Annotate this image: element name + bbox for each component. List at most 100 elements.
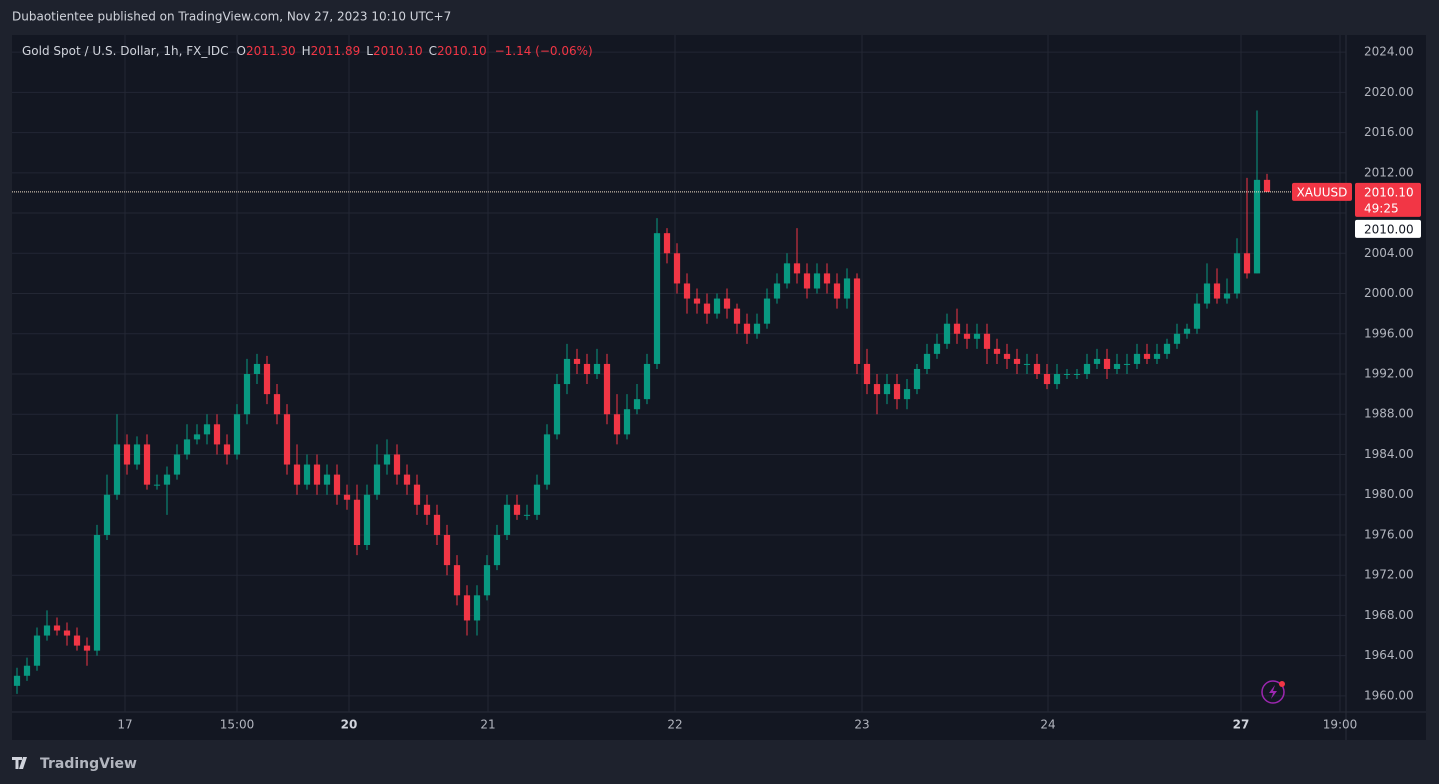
candle-body: [723, 298, 731, 309]
candle-body: [1033, 363, 1041, 375]
candle-body: [303, 464, 311, 485]
candle-body: [383, 454, 391, 465]
candle-body: [1013, 358, 1021, 364]
candle-body: [733, 308, 741, 324]
chart-panel: [12, 35, 1426, 740]
candle-body: [133, 444, 141, 465]
candle-body: [1073, 374, 1081, 376]
y-tick-label: 2000.00: [1364, 286, 1414, 300]
candle-body: [683, 283, 691, 299]
y-tick-label: 2016.00: [1364, 125, 1414, 139]
alert-icon[interactable]: [1261, 680, 1285, 704]
legend-l: L: [366, 44, 373, 58]
x-tick-label: 19:00: [1323, 718, 1358, 732]
x-tick-label: 24: [1040, 718, 1055, 732]
candle-body: [1133, 353, 1141, 364]
candle-body: [373, 464, 381, 495]
x-tick-label: 17: [117, 718, 132, 732]
candle-body: [923, 353, 931, 369]
candle-body: [623, 409, 631, 435]
legend-c: C: [429, 44, 437, 58]
candle-body: [93, 534, 101, 651]
candle-body: [893, 384, 901, 400]
candle-body: [553, 384, 561, 435]
x-tick-label: 20: [341, 718, 358, 732]
candle-body: [583, 363, 591, 375]
x-tick-label: 27: [1233, 718, 1250, 732]
candle-body: [513, 504, 521, 515]
candle-body: [363, 494, 371, 546]
candle-body: [1083, 363, 1091, 375]
symbol-label: XAUUSD: [1297, 185, 1348, 199]
candle-body: [1233, 253, 1241, 294]
y-tick-label: 2012.00: [1364, 165, 1414, 179]
candle-body: [423, 504, 431, 515]
candle-body: [253, 363, 261, 375]
candle-body: [233, 414, 241, 455]
candle-body: [183, 439, 191, 455]
candle-body: [23, 665, 31, 676]
brand-name: TradingView: [40, 756, 137, 772]
x-tick-label: 23: [854, 718, 869, 732]
header-title: Dubaotientee published on TradingView.co…: [12, 10, 451, 24]
candle-body: [163, 474, 171, 485]
candle-body: [333, 474, 341, 495]
candle-body: [113, 444, 121, 495]
legend: Gold Spot / U.S. Dollar, 1h, FX_IDC O2011…: [22, 44, 593, 58]
legend-h: H: [302, 44, 311, 58]
candle-body: [1143, 353, 1151, 359]
candle-body: [1123, 363, 1131, 365]
candle-body: [143, 444, 151, 485]
candle-body: [713, 298, 721, 314]
candle-body: [453, 565, 461, 596]
candle-body: [283, 414, 291, 465]
candle-body: [1163, 343, 1171, 354]
candle-body: [243, 374, 251, 415]
candle-body: [853, 278, 861, 364]
y-tick-label: 1968.00: [1364, 608, 1414, 622]
candle-body: [1213, 283, 1221, 299]
candle-body: [753, 323, 761, 334]
candle-body: [273, 394, 281, 415]
candle-body: [1093, 358, 1101, 364]
y-tick-label: 2004.00: [1364, 246, 1414, 260]
y-tick-label: 1964.00: [1364, 648, 1414, 662]
y-tick-label: 1960.00: [1364, 688, 1414, 702]
x-tick-label: 22: [667, 718, 682, 732]
x-tick-label: 21: [480, 718, 495, 732]
legend-close: 2010.10: [437, 44, 487, 58]
candle-body: [673, 253, 681, 284]
candle-body: [1153, 353, 1161, 359]
candle-body: [633, 399, 641, 410]
candle-body: [783, 263, 791, 284]
candle-body: [53, 625, 61, 631]
candle-body: [983, 333, 991, 349]
candle-body: [823, 273, 831, 284]
y-tick-label: 2024.00: [1364, 45, 1414, 59]
legend-open: 2011.30: [246, 44, 296, 58]
candle-body: [1253, 179, 1261, 274]
y-tick-label: 1996.00: [1364, 326, 1414, 340]
candle-body: [223, 444, 231, 455]
candle-body: [803, 273, 811, 289]
candle-body: [763, 298, 771, 324]
candle-body: [1063, 374, 1071, 376]
candle-body: [1023, 363, 1031, 365]
candle-body: [973, 333, 981, 339]
candle-body: [1263, 179, 1271, 192]
candle-body: [33, 635, 41, 666]
candle-body: [693, 298, 701, 304]
candle-body: [1193, 303, 1201, 329]
legend-title: Gold Spot / U.S. Dollar, 1h, FX_IDC: [22, 44, 229, 58]
candle-body: [863, 363, 871, 385]
bid-badge: [1355, 219, 1421, 238]
y-tick-label: 1984.00: [1364, 447, 1414, 461]
candle-body: [543, 434, 551, 485]
axes: 1960.00 1964.00 1968.00 1972.00 1976.00 1980.…: [12, 45, 1421, 732]
candle-body: [1203, 283, 1211, 304]
alert-dot: [1279, 681, 1285, 687]
candle-body: [1043, 374, 1051, 385]
candle-body: [473, 595, 481, 621]
candle-body: [963, 333, 971, 339]
candle-body: [443, 534, 451, 566]
